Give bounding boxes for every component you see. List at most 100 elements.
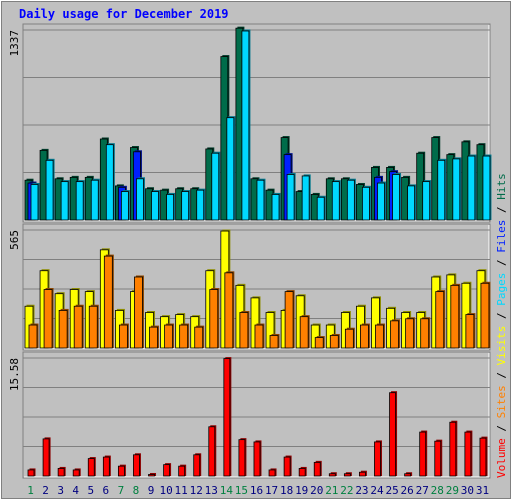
- legend-item-volume: Volume: [495, 438, 508, 478]
- legend-separator: /: [495, 418, 508, 438]
- bar-volume-day-31: [479, 437, 487, 477]
- bar-sites-day-1: [28, 324, 38, 349]
- x-tick-label: 13: [205, 484, 218, 497]
- legend-item-hits: Hits: [495, 173, 508, 200]
- bar-sites-day-5: [88, 305, 98, 349]
- x-tick-label: 6: [103, 484, 110, 497]
- bar-pages-day-6: [105, 144, 114, 221]
- bar-pages-day-3: [60, 181, 69, 221]
- bar-volume-day-13: [208, 426, 216, 477]
- panel-bottom: 15.58: [8, 351, 491, 479]
- x-tick-label: 17: [265, 484, 278, 497]
- panel-middle: 565: [8, 223, 491, 351]
- panels-group: 1337 565 15.58: [8, 23, 492, 479]
- y-max-label: 565: [8, 230, 21, 250]
- legend-item-pages: Pages: [495, 273, 508, 306]
- panel-top: 1337: [8, 23, 492, 223]
- bar-volume-day-12: [193, 454, 201, 477]
- bar-sites-day-28: [435, 291, 445, 349]
- y-max-label: 1337: [8, 30, 21, 57]
- bar-sites-day-17: [269, 335, 279, 349]
- bar-pages-day-28: [437, 159, 446, 221]
- bar-sites-day-7: [118, 324, 128, 349]
- bar-pages-day-26: [407, 185, 416, 221]
- bar-pages-day-17: [271, 194, 280, 221]
- x-tick-label: 24: [370, 484, 384, 497]
- x-tick-label: 1: [27, 484, 34, 497]
- bar-pages-day-29: [452, 158, 461, 221]
- legend: Volume / Sites / Visits / Pages / Files …: [495, 173, 508, 478]
- bar-pages-day-18: [286, 174, 295, 221]
- bar-volume-day-3: [57, 468, 65, 477]
- bar-volume-day-14: [223, 358, 231, 477]
- bar-sites-day-24: [375, 324, 384, 349]
- bar-sites-day-16: [254, 324, 264, 349]
- bar-pages-day-9: [151, 191, 159, 221]
- x-tick-label: 2: [42, 484, 49, 497]
- x-tick-label: 29: [446, 484, 459, 497]
- bar-sites-day-13: [209, 289, 219, 349]
- x-tick-label: 3: [57, 484, 64, 497]
- bar-volume-day-26: [404, 473, 412, 477]
- x-tick-label: 8: [133, 484, 140, 497]
- x-tick-label: 19: [295, 484, 308, 497]
- bar-pages-day-25: [392, 174, 400, 221]
- bar-sites-day-18: [284, 291, 294, 349]
- legend-text: Volume / Sites / Visits / Pages / Files …: [495, 173, 508, 478]
- bar-pages-day-21: [331, 181, 340, 221]
- bar-volume-day-10: [163, 464, 170, 477]
- bar-pages-day-24: [377, 182, 385, 221]
- bar-sites-day-9: [149, 326, 158, 349]
- bar-pages-day-5: [90, 179, 99, 221]
- bar-volume-day-8: [133, 454, 140, 477]
- bar-volume-day-7: [117, 465, 125, 477]
- bar-volume-day-1: [27, 469, 35, 477]
- x-tick-label: 30: [461, 484, 474, 497]
- bar-volume-day-16: [253, 441, 261, 477]
- bar-sites-day-11: [179, 324, 189, 349]
- bar-pages-day-10: [166, 194, 174, 221]
- x-tick-label: 10: [159, 484, 172, 497]
- bar-pages-day-30: [467, 155, 476, 221]
- bar-sites-day-14: [224, 272, 234, 349]
- legend-separator: /: [495, 253, 508, 273]
- x-tick-label: 25: [385, 484, 398, 497]
- bar-sites-day-8: [134, 276, 143, 349]
- bar-sites-day-19: [299, 316, 309, 349]
- x-tick-label: 9: [148, 484, 155, 497]
- x-tick-label: 4: [72, 484, 79, 497]
- x-tick-label: 27: [416, 484, 429, 497]
- bar-pages-day-22: [346, 179, 355, 221]
- x-tick-label: 14: [220, 484, 234, 497]
- x-tick-label: 28: [431, 484, 444, 497]
- bar-sites-day-20: [314, 337, 324, 349]
- bar-volume-day-20: [313, 461, 321, 477]
- bar-pages-day-2: [45, 159, 54, 221]
- bar-sites-day-3: [58, 310, 68, 349]
- bar-pages-day-1: [30, 184, 39, 221]
- legend-item-sites: Sites: [495, 385, 508, 418]
- bar-pages-day-4: [75, 181, 84, 221]
- bar-pages-day-23: [362, 186, 370, 221]
- bar-volume-day-23: [359, 471, 366, 477]
- bar-volume-day-28: [434, 440, 442, 477]
- bar-pages-day-20: [316, 196, 325, 221]
- bar-pages-day-11: [181, 191, 190, 221]
- bar-volume-day-25: [389, 392, 396, 477]
- bar-sites-day-12: [194, 326, 204, 349]
- bar-sites-day-26: [405, 318, 415, 349]
- bar-sites-day-10: [164, 324, 173, 349]
- x-axis-labels: 1 2 3 4 5 6 7 8 9 10 11 12 13 14 15 16 17 18 19 20 21 22 23 24 2…: [27, 484, 489, 497]
- chart-title: Daily usage for December 2019: [19, 7, 229, 21]
- x-tick-label: 23: [355, 484, 368, 497]
- bar-sites-day-27: [420, 318, 430, 349]
- y-max-label: 15.58: [8, 358, 21, 391]
- bar-volume-day-21: [328, 473, 336, 477]
- bar-sites-day-22: [344, 328, 354, 349]
- x-tick-label: 20: [310, 484, 323, 497]
- bar-volume-day-22: [343, 473, 351, 477]
- bar-sites-day-6: [103, 255, 113, 349]
